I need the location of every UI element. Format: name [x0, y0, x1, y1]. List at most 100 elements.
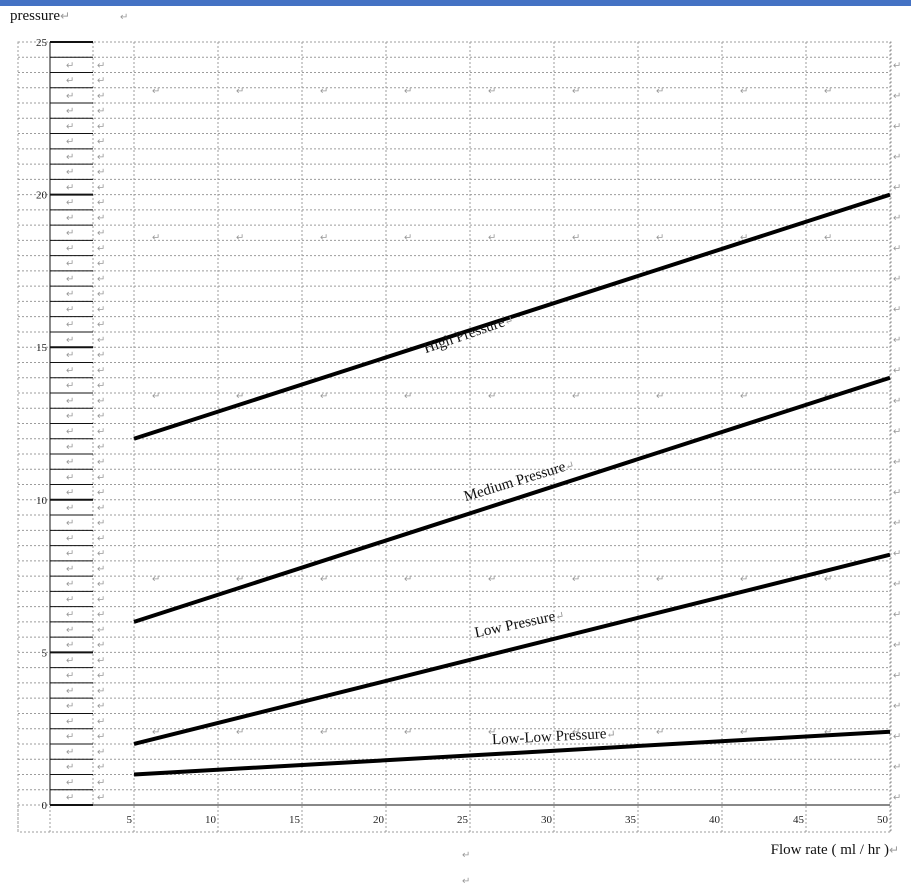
paragraph-mark: ↵ [488, 391, 496, 402]
paragraph-mark: ↵ [66, 259, 74, 270]
paragraph-mark: ↵ [66, 365, 74, 376]
paragraph-mark: ↵ [97, 259, 105, 270]
paragraph-mark: ↵ [66, 350, 74, 361]
paragraph-mark: ↵ [66, 60, 74, 71]
series-line [133, 552, 891, 746]
paragraph-mark: ↵ [97, 350, 105, 361]
series-label: High Pressure↵ [422, 311, 516, 357]
paragraph-mark: ↵ [66, 594, 74, 605]
paragraph-mark: ↵ [66, 671, 74, 682]
paragraph-mark: ↵ [97, 777, 105, 788]
paragraph-mark: ↵ [66, 335, 74, 346]
paragraph-mark: ↵ [893, 488, 901, 499]
paragraph-mark: ↵ [66, 564, 74, 575]
paragraph-mark: ↵ [97, 442, 105, 453]
paragraph-mark: ↵ [66, 243, 74, 254]
paragraph-mark: ↵ [97, 747, 105, 758]
paragraph-mark: ↵ [893, 518, 901, 529]
tick-labels-layer: 0 5 10 15 20 25 5 10 15 20 25 30 35 40 45 50 [36, 37, 889, 826]
paragraph-mark: ↵ [893, 701, 901, 712]
x-axis-label: Flow rate ( ml / hr )↵ [770, 842, 899, 858]
paragraph-mark: ↵ [97, 671, 105, 682]
paragraph-mark: ↵ [97, 167, 105, 178]
paragraph-mark: ↵ [656, 86, 664, 97]
paragraph-mark: ↵ [66, 686, 74, 697]
paragraph-mark: ↵ [66, 91, 74, 102]
paragraph-mark: ↵ [66, 320, 74, 331]
paragraph-mark: ↵ [824, 86, 832, 97]
paragraph-mark: ↵ [152, 574, 160, 585]
paragraph-mark: ↵ [66, 488, 74, 499]
paragraph-mark: ↵ [740, 391, 748, 402]
x-tick-label: 15 [289, 814, 301, 826]
paragraph-mark: ↵ [893, 396, 901, 407]
x-tick-label: 35 [625, 814, 637, 826]
paragraph-mark: ↵ [893, 793, 901, 804]
paragraph-mark: ↵ [97, 686, 105, 697]
paragraph-mark: ↵ [97, 625, 105, 636]
paragraph-mark: ↵ [824, 232, 832, 243]
paragraph-mark: ↵ [97, 518, 105, 529]
paragraph-mark: ↵ [893, 182, 901, 193]
paragraph-mark: ↵ [893, 304, 901, 315]
paragraph-mark: ↵ [656, 574, 664, 585]
series-label: Low-Low Pressure↵ [492, 726, 616, 748]
paragraph-mark: ↵ [320, 391, 328, 402]
paragraph-mark: ↵ [740, 727, 748, 738]
paragraph-mark: ↵ [66, 198, 74, 209]
y-tick-label: 20 [36, 190, 48, 202]
paragraph-mark: ↵ [66, 427, 74, 438]
paragraph-mark: ↵ [893, 640, 901, 651]
window-top-bar [0, 0, 911, 6]
paragraph-mark: ↵ [572, 574, 580, 585]
paragraph-mark: ↵ [893, 365, 901, 376]
paragraph-mark: ↵ [236, 232, 244, 243]
paragraph-mark: ↵ [97, 396, 105, 407]
paragraph-mark: ↵ [97, 106, 105, 117]
x-tick-label: 45 [793, 814, 805, 826]
x-tick-label: 40 [709, 814, 721, 826]
paragraph-mark: ↵ [236, 574, 244, 585]
paragraph-mark: ↵ [893, 579, 901, 590]
y-tick-label: 10 [36, 495, 48, 507]
paragraph-mark: ↵ [893, 427, 901, 438]
paragraph-mark: ↵ [572, 232, 580, 243]
paragraph-mark: ↵ [404, 727, 412, 738]
paragraph-mark: ↵ [66, 762, 74, 773]
y-tick-label: 0 [42, 800, 48, 812]
paragraph-mark: ↵ [488, 232, 496, 243]
paragraph-mark: ↵ [893, 60, 901, 71]
paragraph-mark: ↵ [97, 701, 105, 712]
paragraph-mark: ↵ [66, 716, 74, 727]
paragraph-mark: ↵ [66, 579, 74, 590]
x-tick-label: 10 [205, 814, 217, 826]
paragraph-mark: ↵ [97, 564, 105, 575]
series-line [133, 192, 891, 441]
x-tick-label: 30 [541, 814, 553, 826]
paragraph-mark: ↵ [893, 243, 901, 254]
y-tick-label: 25 [36, 37, 48, 49]
paragraph-mark: ↵ [66, 457, 74, 468]
y-tick-label: 5 [42, 647, 48, 659]
paragraph-mark: ↵ [97, 137, 105, 148]
x-tick-label: 5 [127, 814, 133, 826]
paragraph-mark: ↵ [152, 232, 160, 243]
paragraph-mark: ↵ [404, 232, 412, 243]
paragraph-mark: ↵ [893, 335, 901, 346]
paragraph-mark: ↵ [152, 391, 160, 402]
paragraph-mark: ↵ [893, 152, 901, 163]
paragraph-mark: ↵ [740, 574, 748, 585]
paragraph-mark: ↵ [97, 152, 105, 163]
paragraph-mark: ↵ [97, 365, 105, 376]
paragraph-mark: ↵ [404, 391, 412, 402]
paragraph-mark: ↵ [66, 610, 74, 621]
paragraph-mark: ↵ [97, 274, 105, 285]
paragraph-mark: ↵ [404, 86, 412, 97]
paragraph-mark: ↵ [893, 121, 901, 132]
paragraph-mark: ↵ [66, 533, 74, 544]
x-tick-label: 50 [877, 814, 889, 826]
paragraph-mark: ↵ [97, 579, 105, 590]
paragraph-mark: ↵ [572, 727, 580, 738]
paragraph-mark: ↵ [66, 304, 74, 315]
